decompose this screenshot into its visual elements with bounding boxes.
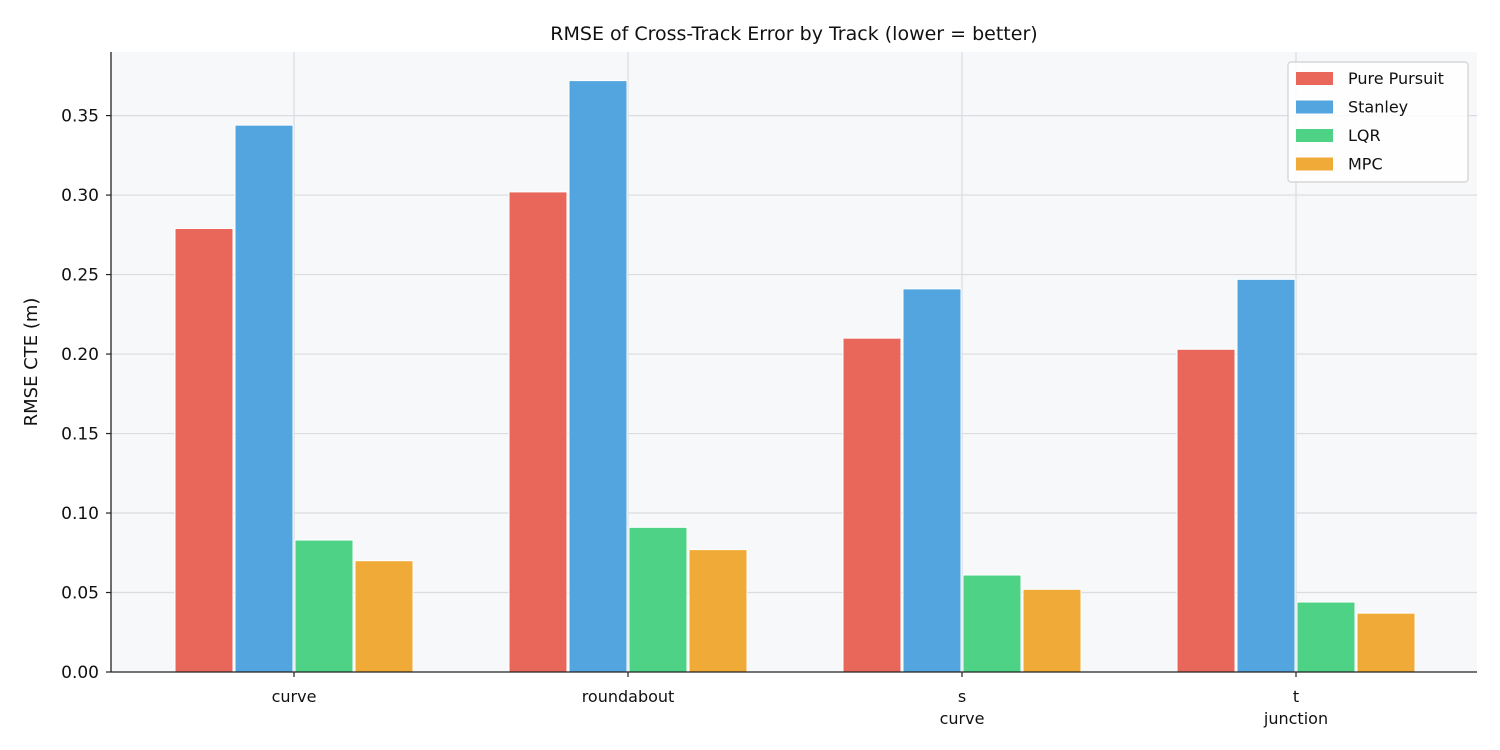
bar-pure-pursuit [508,191,568,673]
y-tick-label: 0.05 [61,584,99,604]
x-tick-label-line: curve [940,709,985,728]
chart-title: RMSE of Cross-Track Error by Track (lowe… [550,23,1037,45]
legend-label: LQR [1348,126,1381,145]
axes [110,52,1477,673]
x-tick-label: s curve [940,687,985,728]
legend-label: MPC [1348,155,1383,174]
gridlines [111,52,1477,672]
x-tick-label: roundabout [582,687,675,706]
x-tick-label-line: t [1293,687,1299,706]
y-tick-label: 0.25 [61,266,99,286]
legend-swatch [1296,100,1333,114]
x-tick-label: curve [272,687,317,706]
y-tick-label: 0.35 [61,107,99,127]
x-ticks: curve roundabout s curve t junction [272,672,1328,728]
y-tick-label: 0.30 [61,186,99,206]
x-tick-label-line: s [958,687,966,706]
bar-stanley [234,124,294,673]
bar-mpc [1022,588,1082,673]
y-tick-label: 0.15 [61,425,99,445]
legend-label: Pure Pursuit [1348,69,1444,88]
bar-lqr [294,539,354,673]
legend-swatch [1296,157,1333,171]
y-tick-label: 0.00 [61,663,99,683]
bar-stanley [568,80,628,673]
bar-mpc [1356,612,1416,673]
legend: Pure Pursuit Stanley LQR MPC [1287,61,1469,183]
bars [174,80,1416,673]
x-tick-label: t junction [1263,687,1328,728]
y-ticks: 0.00 0.05 0.10 0.15 0.20 0.25 0.30 0.35 [61,107,111,683]
bar-mpc [354,560,414,673]
legend-label: Stanley [1348,98,1408,117]
x-tick-label-line: roundabout [582,687,675,706]
bar-pure-pursuit [1176,348,1236,673]
bar-pure-pursuit [842,337,902,673]
bar-mpc [688,549,748,673]
legend-swatch [1296,72,1333,85]
bar-pure-pursuit [174,227,234,673]
legend-swatch [1296,129,1333,142]
bar-lqr [1296,601,1356,673]
x-tick-label-line: curve [272,687,317,706]
bar-lqr [962,574,1022,673]
bar-stanley [902,288,962,673]
y-tick-label: 0.10 [61,504,99,524]
legend-box [1287,61,1469,183]
y-axis-label: RMSE CTE (m) [21,298,42,427]
bar-lqr [628,526,688,673]
y-tick-label: 0.20 [61,345,99,365]
bar-stanley [1236,278,1296,673]
x-tick-label-line: junction [1263,709,1328,728]
